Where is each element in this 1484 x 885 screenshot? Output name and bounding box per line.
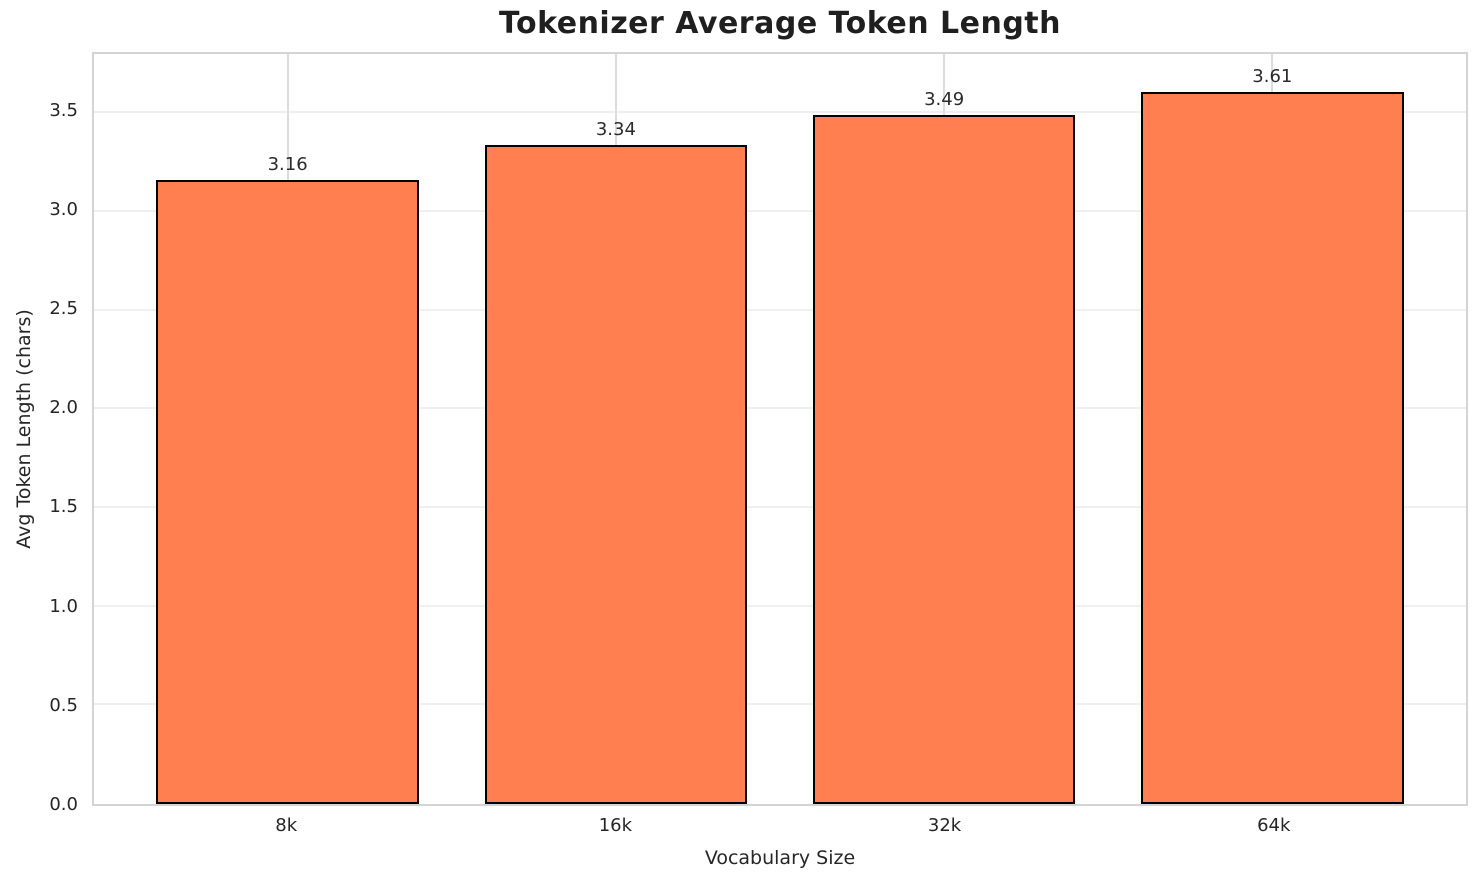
bar-value-label: 3.61: [1252, 65, 1293, 87]
plot-area: 3.16 3.34 3.49 3.61: [92, 52, 1468, 806]
bar-64k: [1141, 91, 1404, 804]
horizontal-gridline: [94, 703, 1466, 706]
y-tick-label: 0.0: [49, 794, 78, 815]
x-tick-label-16k: 16k: [598, 815, 633, 836]
y-tick-label: 2.5: [49, 297, 78, 319]
chart-title: Tokenizer Average Token Length: [498, 6, 1061, 41]
horizontal-gridline: [94, 505, 1466, 508]
bar-32k: [812, 115, 1076, 804]
x-tick-label-32k: 32k: [927, 815, 962, 836]
bar-8k: [156, 180, 419, 804]
horizontal-gridline: [94, 604, 1466, 607]
x-tick-label-64k: 64k: [1257, 815, 1291, 836]
y-tick-label: 3.0: [49, 198, 78, 220]
bar-16k: [484, 144, 748, 804]
bar-value-label: 3.49: [924, 89, 965, 111]
x-tick-label-8k: 8k: [275, 815, 298, 836]
horizontal-gridline: [94, 111, 1466, 114]
y-tick-label: 3.5: [49, 99, 78, 121]
y-tick-label: 2.0: [49, 397, 78, 419]
horizontal-gridline: [94, 308, 1466, 311]
x-axis-label: Vocabulary Size: [704, 847, 856, 869]
bar-value-label: 3.16: [267, 154, 308, 176]
y-tick-label: 1.0: [49, 595, 78, 617]
horizontal-gridline: [94, 209, 1466, 212]
bar-value-label: 3.34: [595, 118, 636, 140]
y-tick-label: 0.5: [49, 694, 78, 716]
y-tick-label: 1.5: [49, 496, 78, 518]
horizontal-gridline: [94, 407, 1466, 410]
